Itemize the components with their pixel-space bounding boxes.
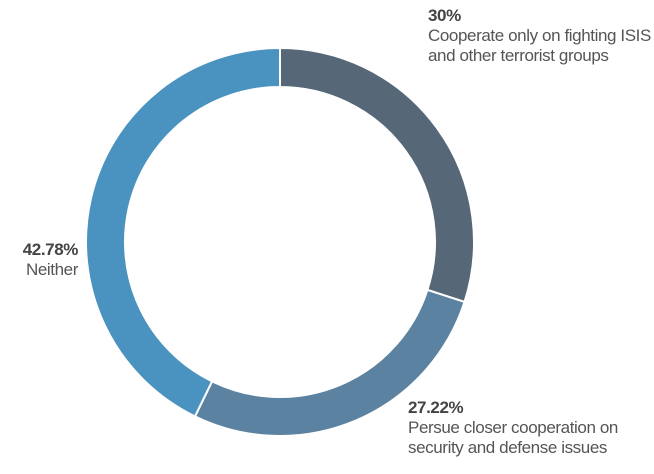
segment-label: 30% Cooperate only on fighting ISIS and o… xyxy=(428,6,654,66)
value-label: 30% xyxy=(428,6,461,25)
value-label: 27.22% xyxy=(408,398,464,417)
segment-label: 42.78% Neither xyxy=(0,240,79,280)
donut-segment xyxy=(279,46,475,304)
category-label: Neither xyxy=(25,260,78,279)
category-label: Cooperate only on fighting ISIS and othe… xyxy=(428,26,651,65)
value-label: 42.78% xyxy=(22,240,79,259)
donut-segment xyxy=(85,46,281,418)
segment-label: 27.22% Persue closer cooperation on secur… xyxy=(408,398,654,458)
category-label: Persue closer cooperation on security an… xyxy=(408,418,618,457)
